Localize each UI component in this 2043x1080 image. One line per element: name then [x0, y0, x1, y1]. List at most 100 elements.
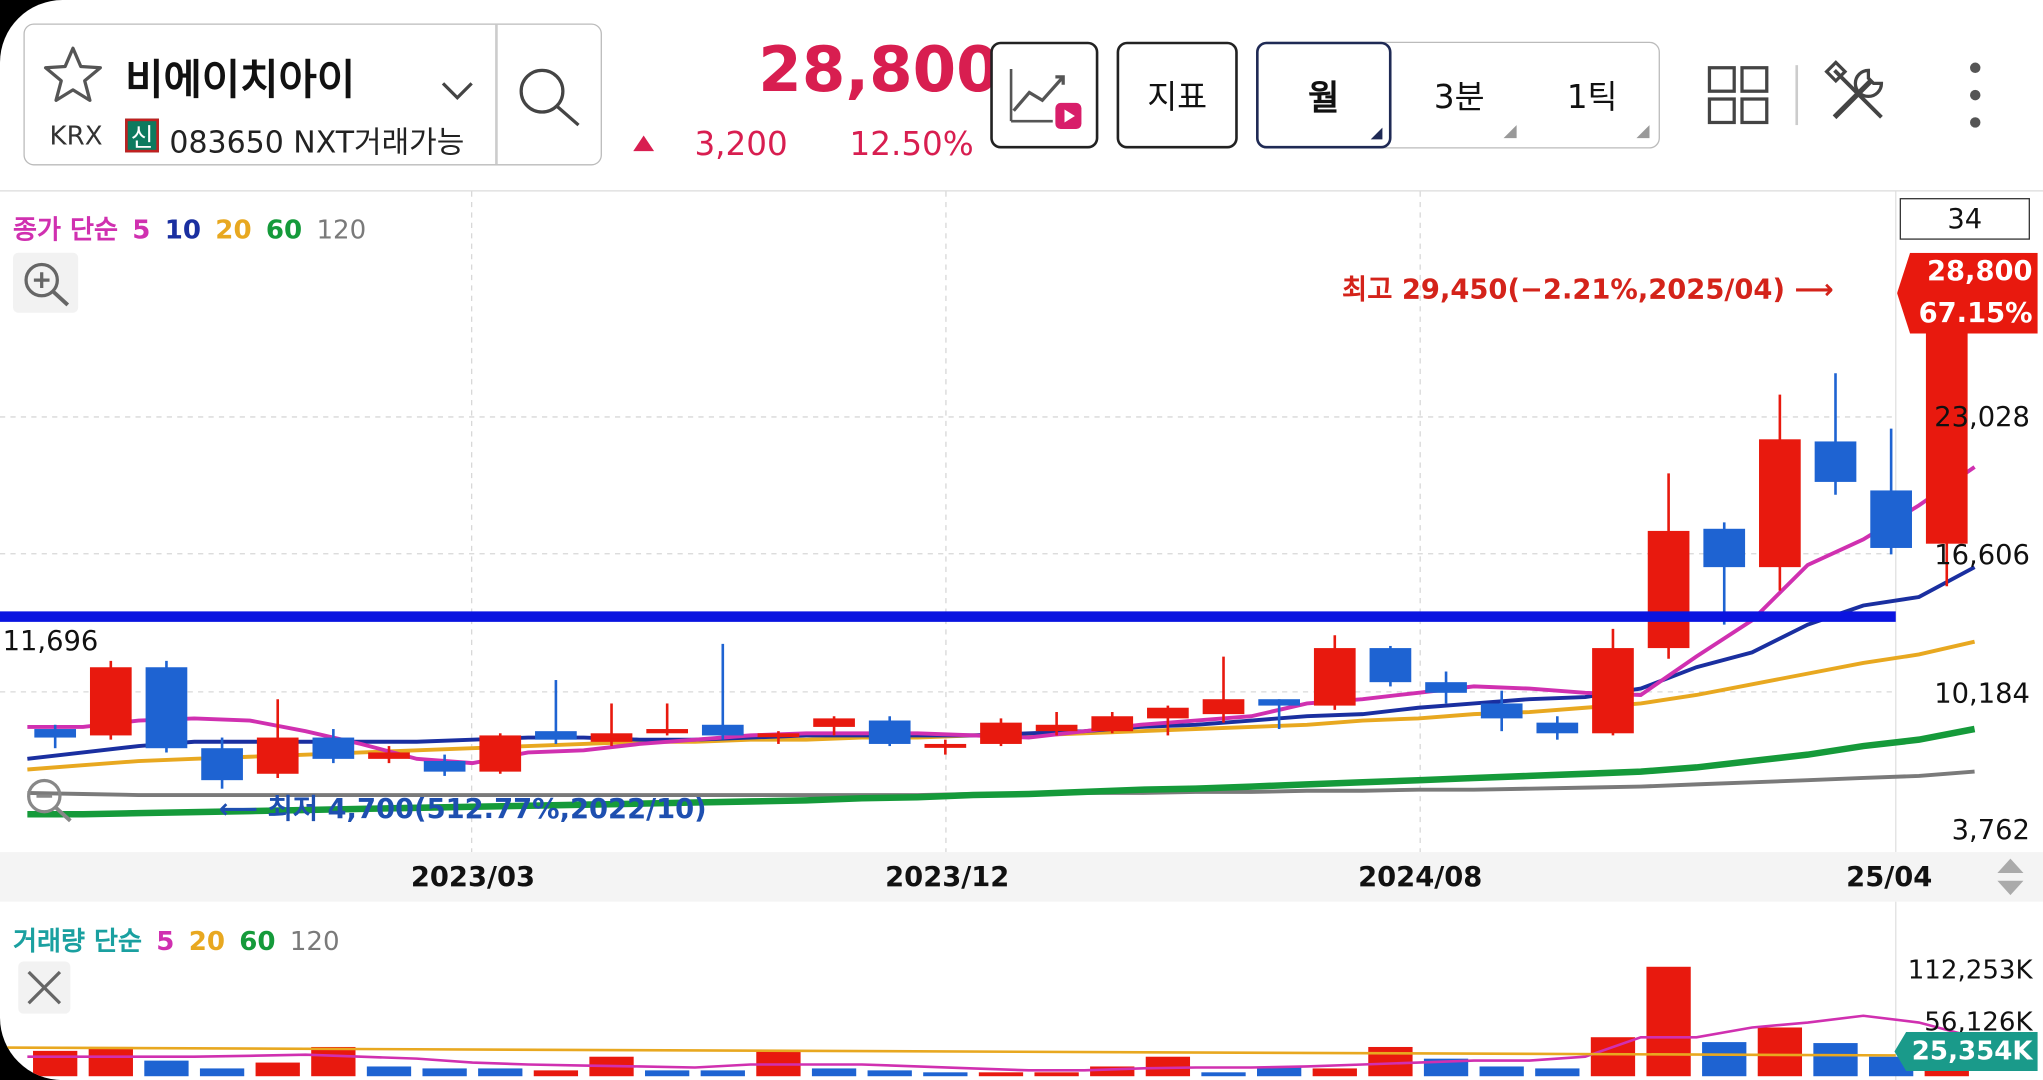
period-3min-button[interactable]: 3분 — [1433, 78, 1485, 116]
chart-video-icon — [1009, 69, 1081, 129]
candle-body — [1091, 716, 1134, 732]
zoom-in-icon[interactable] — [13, 252, 79, 313]
candle-body — [1425, 682, 1467, 693]
volume-bar — [1312, 1068, 1357, 1077]
candle-body — [34, 729, 77, 738]
candle-body — [1035, 724, 1078, 732]
search-icon[interactable] — [516, 65, 584, 130]
hline-label: 11,696 — [2, 625, 99, 657]
toolbar-divider — [1795, 65, 1798, 126]
x-tick-label: 2023/03 — [410, 861, 536, 893]
period-month-button[interactable]: 월 — [1256, 41, 1392, 149]
volume-bar — [1090, 1066, 1135, 1077]
volume-bar — [88, 1046, 133, 1077]
x-tick-label: 2024/08 — [1358, 861, 1483, 893]
stock-selector[interactable] — [23, 23, 602, 166]
candle-body — [1480, 703, 1523, 719]
volume-bar — [1535, 1068, 1580, 1077]
volume-bar — [144, 1060, 189, 1077]
price-tick-label: 16,606 — [1934, 539, 2030, 571]
volume-bar — [1145, 1056, 1191, 1077]
volume-bar — [366, 1066, 412, 1077]
candle-body — [1536, 722, 1579, 734]
volume-current-tag-value: 25,354K — [1911, 1034, 2033, 1066]
search-divider — [495, 24, 498, 165]
volume-current-tag — [1894, 1031, 2038, 1072]
volume-bar — [533, 1070, 579, 1077]
volume-bar — [1479, 1066, 1524, 1077]
stock-name[interactable]: 비에이치아이 — [125, 54, 356, 105]
candle-body — [1814, 441, 1857, 482]
candle-body — [646, 729, 689, 734]
header-separator — [0, 190, 2043, 192]
candle-body — [1870, 490, 1912, 548]
period-3min-corner — [1503, 125, 1517, 139]
credit-badge: 신 — [125, 118, 159, 153]
price-tick-label: 10,184 — [1934, 677, 2030, 709]
more-menu-icon[interactable] — [1962, 60, 1988, 130]
volume-bar — [923, 1072, 968, 1077]
volume-tick-label: 112,253K — [1907, 953, 2033, 986]
volume-ma20-line — [0, 1046, 1896, 1057]
period-1tick-button[interactable]: 1틱 — [1566, 78, 1618, 116]
chart-video-button[interactable] — [990, 41, 1099, 149]
close-icon[interactable] — [18, 961, 71, 1014]
candle-body — [1647, 530, 1690, 649]
candle-body — [1925, 296, 1968, 544]
volume-bar — [1201, 1072, 1246, 1077]
candle-body — [1258, 699, 1300, 706]
chevron-down-icon[interactable] — [440, 78, 474, 104]
volume-legend-60: 60 — [239, 925, 276, 957]
volume-legend-120: 120 — [289, 925, 340, 957]
volume-bar — [478, 1068, 523, 1077]
indicator-button[interactable]: 지표 — [1116, 41, 1238, 149]
candle-body — [701, 724, 744, 736]
candle-body — [368, 752, 410, 759]
volume-bar — [700, 1070, 745, 1077]
candle-body — [757, 733, 800, 738]
candle-body — [1369, 648, 1412, 683]
ma-legend-120: 120 — [316, 213, 367, 245]
volume-bar — [1034, 1072, 1079, 1077]
candle-body — [980, 722, 1022, 744]
candle-body — [813, 718, 855, 727]
price-tick-label: 23,028 — [1934, 401, 2030, 433]
volume-bar — [645, 1070, 690, 1077]
candle-body — [1147, 707, 1189, 719]
volume-ma5-line — [27, 1014, 1975, 1072]
candle-body — [1202, 699, 1245, 715]
stock-code-info: 083650 NXT거래가능 — [169, 126, 465, 161]
axis-scroll-icon[interactable] — [1991, 855, 2030, 899]
ma-legend-60: 60 — [265, 213, 303, 245]
ma-legend-10: 10 — [164, 213, 202, 245]
volume-bar — [255, 1062, 300, 1077]
low-annotation: ⟵ 최저 4,700(512.77%,2022/10) — [218, 793, 707, 825]
visible-count-box[interactable]: 34 — [1899, 198, 2030, 240]
candle-body — [479, 735, 522, 772]
volume-bar — [1646, 966, 1691, 1077]
candle-body — [312, 737, 355, 759]
star-icon[interactable] — [42, 44, 105, 104]
layout-grid-icon[interactable] — [1707, 65, 1770, 125]
candle-body — [590, 733, 633, 742]
candle-body — [145, 667, 188, 749]
ma-legend-label: 종가 단순 — [13, 213, 119, 245]
zoom-out-icon[interactable] — [16, 769, 81, 829]
volume-bar — [978, 1072, 1024, 1077]
ma60-line — [27, 725, 1976, 818]
volume-bar — [311, 1046, 356, 1077]
ma-legend-5: 5 — [132, 213, 151, 245]
x-tick-label: 2023/12 — [885, 861, 1010, 893]
volume-bar — [1368, 1046, 1413, 1077]
candle-body — [924, 743, 967, 748]
volume-legend-5: 5 — [156, 925, 175, 957]
current-price: 28,800 — [758, 33, 1000, 107]
tools-icon[interactable] — [1824, 60, 1892, 128]
volume-bar — [867, 1070, 912, 1077]
current-price-tag-value: 28,800 — [1926, 255, 2033, 287]
candle-body — [1703, 528, 1746, 568]
candle-body — [1592, 648, 1634, 734]
volume-legend-label: 거래량 단순 — [13, 925, 142, 957]
volume-ma-legend: 거래량 단순 5 20 60 120 — [13, 920, 340, 958]
volume-chart[interactable] — [0, 901, 2043, 1080]
